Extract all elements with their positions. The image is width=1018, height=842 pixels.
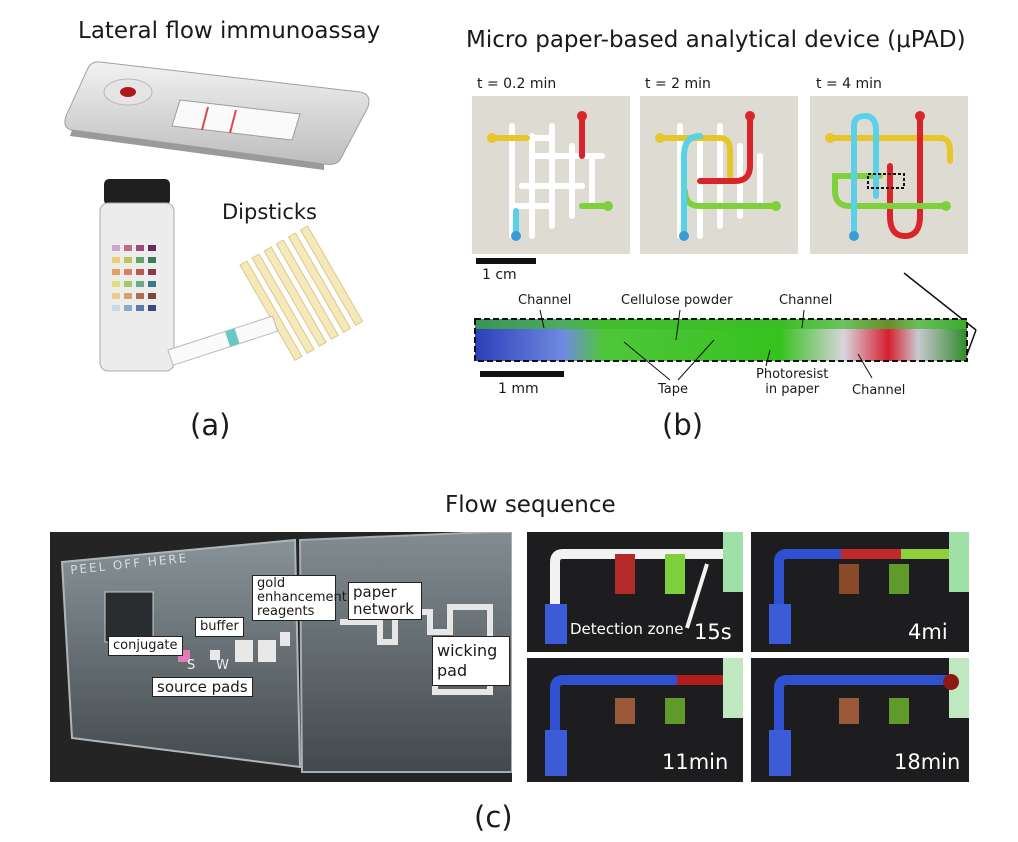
paper-network-device-photo	[50, 532, 512, 782]
upad-frame-2	[640, 96, 798, 254]
device-photo-graphic	[50, 532, 512, 782]
time-label-3: t = 4 min	[816, 76, 882, 92]
upad-frame-3	[810, 96, 968, 254]
label-paper-line2: network	[353, 600, 414, 618]
panel-b-title: Micro paper-based analytical device (μPA…	[466, 27, 966, 53]
upad-frame-1	[472, 96, 630, 254]
frame-time-1: 15s	[694, 620, 732, 644]
panel-c-title: Flow sequence	[445, 492, 616, 518]
label-wicking-line1: wicking	[437, 641, 498, 660]
label-photoresist-line2: in paper	[765, 382, 820, 397]
label-photoresist: Photoresist in paper	[756, 367, 828, 397]
label-paper-line1: paper	[353, 583, 397, 601]
frame-time-3: 11min	[662, 750, 729, 774]
strip-leader-lines	[539, 309, 873, 381]
detection-zone-label: Detection zone	[570, 620, 684, 638]
label-wicking-line2: pad	[437, 661, 468, 680]
label-cellulose-powder: Cellulose powder	[621, 293, 733, 308]
label-photoresist-line1: Photoresist	[756, 367, 829, 382]
label-channel-top-right: Channel	[779, 293, 833, 308]
time-label-1: t = 0.2 min	[477, 76, 557, 92]
label-wicking-pad: wicking pad	[432, 636, 510, 686]
dipsticks-image	[99, 179, 364, 372]
panel-a-title: Lateral flow immunoassay	[78, 18, 381, 44]
scale-bar-1cm	[476, 258, 536, 264]
label-channel-left: Channel	[518, 293, 572, 308]
frame-time-2: 4mi	[908, 620, 948, 644]
label-buffer: buffer	[195, 617, 244, 637]
scale-label-1mm: 1 mm	[498, 381, 539, 397]
mark-w: W	[216, 658, 229, 673]
label-gold-line2: enhancement	[257, 590, 347, 605]
panel-c-caption: (c)	[474, 800, 513, 834]
flow-frame-15s	[527, 532, 743, 652]
label-channel-bottom-right: Channel	[852, 383, 906, 398]
mark-s: S	[187, 658, 196, 673]
label-source-pads: source pads	[152, 677, 253, 697]
label-paper-network: paper network	[348, 582, 422, 620]
flow-frame-4min	[751, 532, 969, 652]
panel-a-caption: (a)	[190, 408, 231, 442]
dipsticks-label: Dipsticks	[222, 200, 317, 224]
channel-zoom-strip	[474, 318, 968, 362]
label-gold-enhancement-reagents: gold enhancement reagents	[252, 575, 347, 621]
label-conjugate: conjugate	[108, 636, 183, 656]
frame-time-4: 18min	[894, 750, 961, 774]
label-gold-line1: gold	[257, 576, 286, 591]
label-gold-line3: reagents	[257, 604, 315, 619]
flow-frame-18min	[751, 658, 969, 782]
lateral-flow-cassette-image	[64, 61, 370, 170]
flow-frame-11min	[527, 658, 743, 782]
scale-bar-1mm	[480, 371, 564, 377]
time-label-2: t = 2 min	[645, 76, 711, 92]
label-tape: Tape	[658, 382, 689, 397]
panel-b-caption: (b)	[662, 408, 704, 442]
scale-label-1cm: 1 cm	[482, 267, 517, 283]
